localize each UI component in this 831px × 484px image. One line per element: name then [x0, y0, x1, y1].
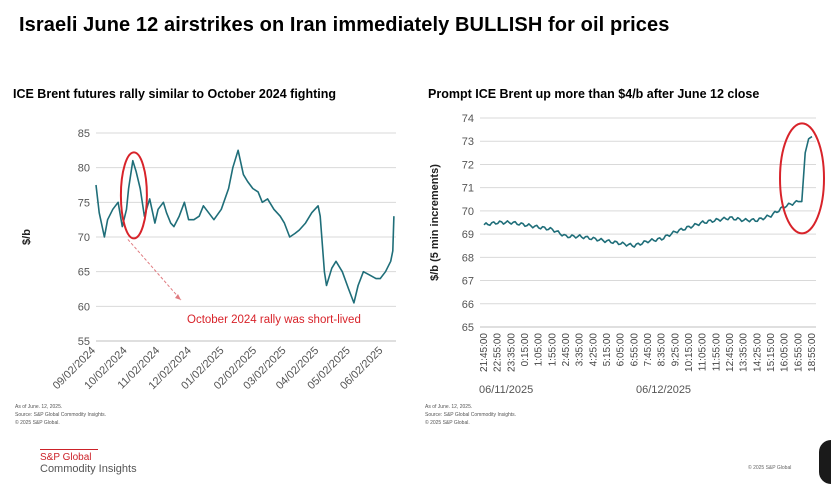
brand-rule — [40, 449, 98, 450]
x-tick-label: 14:25:00 — [752, 333, 763, 372]
y-tick-label: 70 — [462, 206, 474, 218]
arrow-head — [175, 294, 181, 300]
x-tick-label: 11:05:00 — [698, 333, 709, 372]
note-line: © 2025 S&P Global. — [15, 420, 60, 426]
x-tick-label: 10:15:00 — [684, 333, 695, 372]
date-label: 06/11/2025 — [479, 384, 533, 396]
prompt-brent-line — [483, 135, 813, 248]
x-tick-label: 7:45:00 — [643, 333, 654, 367]
y-tick-label: 85 — [78, 128, 90, 140]
x-tick-label: 0:15:00 — [520, 333, 531, 367]
y-tick-label: 68 — [462, 252, 474, 264]
spike-highlight — [779, 122, 825, 235]
note-line: As of June. 12, 2025. — [15, 404, 63, 410]
brent-price-line — [95, 149, 395, 304]
x-tick-label: 13:35:00 — [739, 333, 750, 372]
y-tick-label: 65 — [78, 267, 90, 279]
x-tick-label: 8:35:00 — [657, 333, 668, 367]
right-chart-title: Prompt ICE Brent up more than $4/b after… — [428, 87, 760, 101]
note-line: © 2025 S&P Global. — [425, 420, 470, 426]
x-tick-label: 5:15:00 — [602, 333, 613, 367]
x-tick-label: 3:35:00 — [575, 333, 586, 367]
x-tick-label: 23:35:00 — [506, 333, 517, 372]
x-tick-label: 21:45:00 — [479, 333, 490, 372]
note-line: As of June. 12, 2025. — [425, 404, 473, 410]
y-tick-label: 80 — [78, 163, 90, 175]
y-tick-label: 65 — [462, 322, 474, 334]
y-tick-label: 75 — [78, 197, 90, 209]
brand-logo: S&P Global Commodity Insights — [40, 449, 137, 476]
y-tick-label: 67 — [462, 276, 474, 288]
x-tick-label: 12:45:00 — [725, 333, 736, 372]
left-source-notes: As of June. 12, 2025. Source: S&P Global… — [15, 403, 106, 427]
x-tick-label: 2:45:00 — [561, 333, 572, 367]
y-tick-label: 73 — [462, 136, 474, 148]
note-line: Source: S&P Global Commodity Insights. — [425, 412, 517, 418]
rally-annotation: October 2024 rally was short-lived — [187, 314, 361, 326]
y-axis-label: $/b (5 min increments) — [429, 164, 441, 281]
left-chart-title: ICE Brent futures rally similar to Octob… — [13, 87, 336, 101]
y-tick-label: 66 — [462, 299, 474, 311]
note-line: Source: S&P Global Commodity Insights. — [15, 412, 107, 418]
x-tick-label: 11:55:00 — [711, 333, 722, 372]
x-tick-label: 6:55:00 — [629, 333, 640, 367]
x-tick-label: 15:15:00 — [766, 333, 777, 372]
edge-shadow — [819, 440, 831, 484]
y-tick-label: 70 — [78, 232, 90, 244]
x-tick-label: 6:05:00 — [616, 333, 627, 367]
prompt-brent-chart: 65 66 67 68 69 70 71 72 73 74 $/b (5 min increment… — [429, 113, 825, 396]
brent-futures-chart: 55606570758085$/b09/02/202410/02/202411/… — [21, 128, 396, 392]
y-tick-label: 55 — [78, 336, 90, 348]
y-axis-label: $/b — [21, 229, 33, 245]
x-tick-label: 16:05:00 — [780, 333, 791, 372]
x-tick-label: 22:55:00 — [493, 333, 504, 372]
annotation-pointer — [127, 239, 182, 301]
october-rally-highlight — [119, 151, 148, 240]
brand-name: S&P Global — [40, 452, 92, 463]
y-tick-label: 71 — [462, 183, 474, 195]
x-tick-label: 1:55:00 — [547, 333, 558, 367]
x-tick-label: 18:55:00 — [807, 333, 818, 372]
y-tick-label: 69 — [462, 229, 474, 241]
date-label: 06/12/2025 — [636, 384, 691, 396]
x-tick-label: 4:25:00 — [588, 333, 599, 367]
page-title: Israeli June 12 airstrikes on Iran immed… — [19, 14, 670, 36]
x-tick-label: 1:05:00 — [534, 333, 545, 367]
y-tick-label: 60 — [78, 301, 90, 313]
y-tick-label: 72 — [462, 159, 474, 171]
x-tick-label: 9:25:00 — [670, 333, 681, 367]
right-source-notes: As of June. 12, 2025. Source: S&P Global… — [425, 403, 516, 427]
copyright: © 2025 S&P Global — [748, 465, 792, 471]
x-tick-label: 16:55:00 — [793, 333, 804, 372]
y-tick-label: 74 — [462, 113, 474, 125]
brand-subtitle: Commodity Insights — [40, 463, 137, 475]
